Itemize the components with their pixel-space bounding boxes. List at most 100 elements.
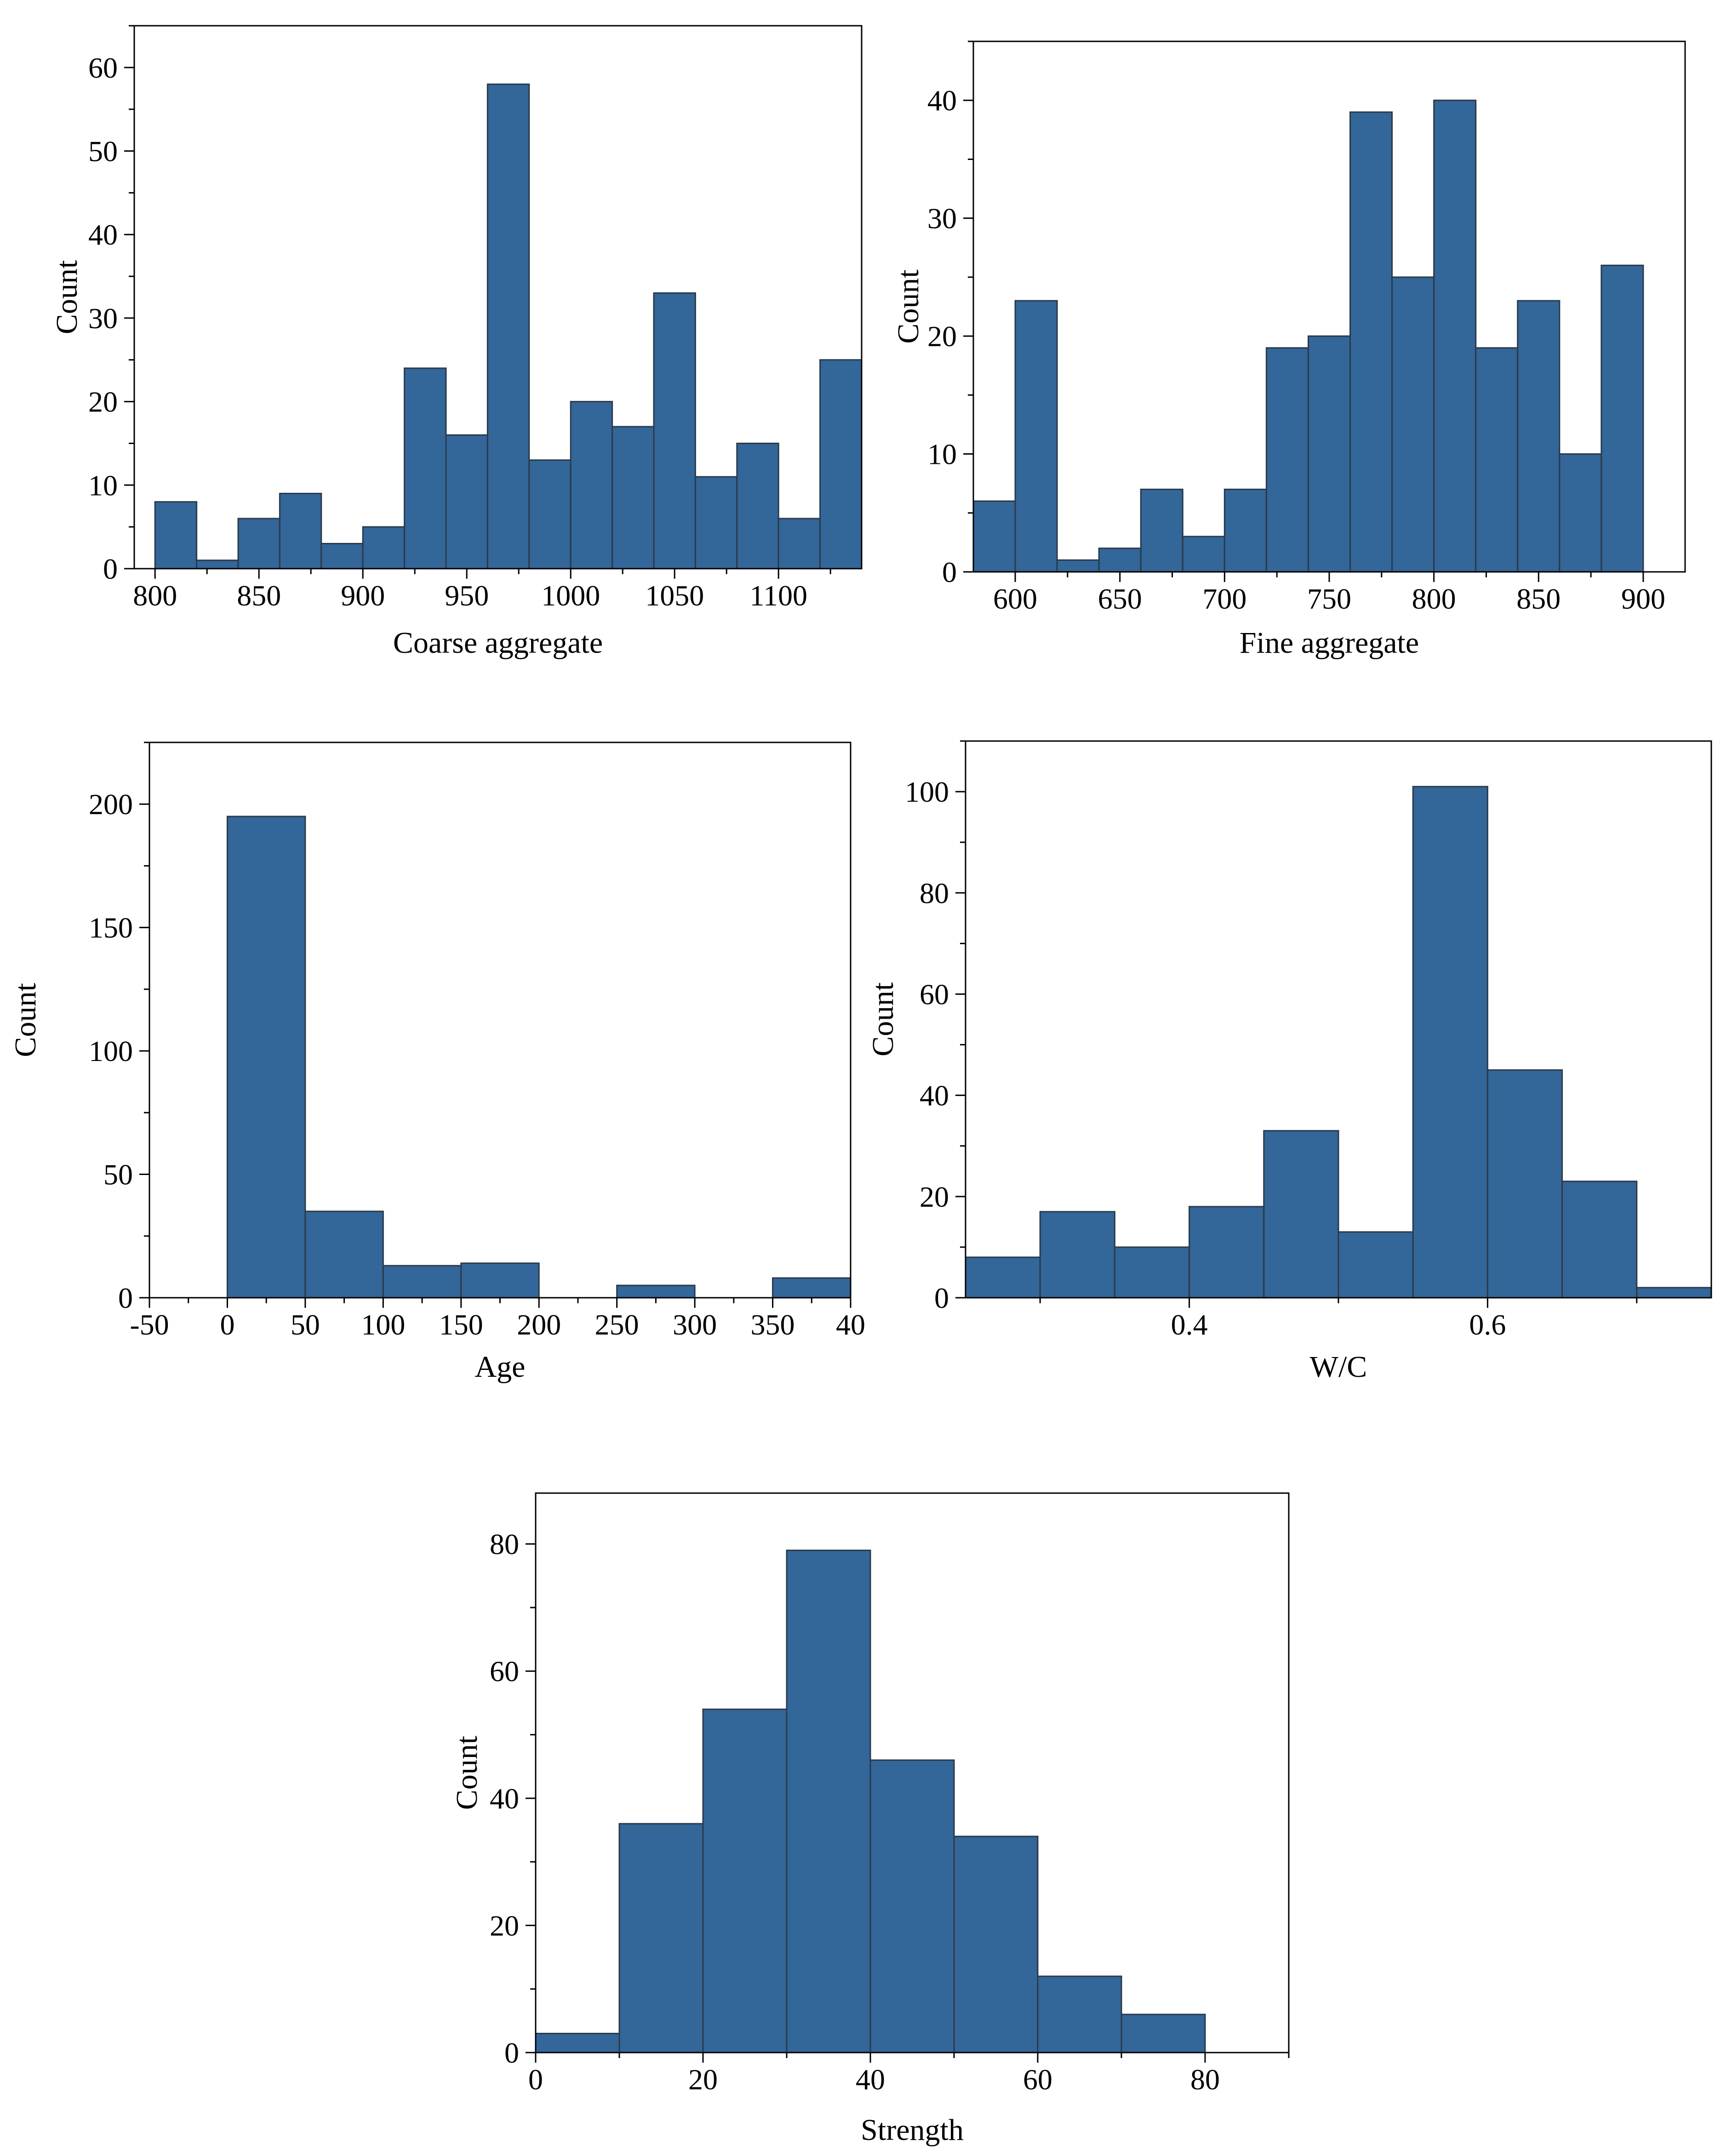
y-tick-label: 30 — [88, 302, 118, 335]
x-axis-label: Fine aggregate — [1240, 626, 1419, 660]
x-tick-label: 1050 — [645, 579, 704, 612]
x-tick-label: 900 — [341, 579, 385, 612]
y-tick-label: 100 — [905, 776, 949, 808]
histogram-bar — [226, 816, 306, 1299]
x-tick-label: 80 — [1190, 2063, 1220, 2096]
y-axis-label: Count — [50, 260, 84, 334]
plot-frame — [133, 25, 863, 570]
histogram-bar — [1039, 1211, 1115, 1299]
y-tick-label: 40 — [920, 1079, 949, 1112]
histogram-bar — [1056, 559, 1100, 573]
y-tick-label: 0 — [118, 1282, 133, 1314]
histogram-bar — [1098, 548, 1142, 573]
x-tick-label: 60 — [1023, 2063, 1052, 2096]
histogram-bar — [1561, 1181, 1638, 1299]
histogram-bar — [965, 1256, 1041, 1299]
y-tick-label: 200 — [89, 788, 133, 821]
histogram-panel-2: 600 650 700 750 800 850 900 0 10 20 30 40 Fine aggre… — [892, 40, 1686, 660]
x-tick-label: 100 — [361, 1308, 405, 1341]
x-tick-label: 40 — [836, 1308, 865, 1341]
x-tick-label: 850 — [1516, 582, 1561, 615]
histogram-bar — [304, 1210, 384, 1299]
histogram-bar — [196, 559, 239, 570]
y-tick-label: 150 — [89, 912, 133, 944]
histogram-bar — [1263, 1130, 1339, 1299]
histogram-panel-1: 800 850 900 950 1000 1050 1100 0 10 20 30 40 50 60 Coa… — [50, 25, 863, 660]
x-axis-label: Age — [475, 1350, 526, 1384]
x-tick-label: 0 — [528, 2063, 543, 2096]
y-tick-label: 40 — [927, 84, 957, 117]
x-tick-label: 700 — [1202, 582, 1246, 615]
y-tick-label: 10 — [88, 469, 118, 502]
x-tick-label: 350 — [751, 1308, 795, 1341]
x-tick-label: 800 — [1412, 582, 1456, 615]
y-tick-label: 20 — [88, 386, 118, 418]
x-tick-label: 950 — [445, 579, 489, 612]
y-tick-label: 20 — [927, 320, 957, 353]
y-tick-label: 0 — [504, 2036, 519, 2069]
y-axis-label: Count — [9, 983, 42, 1057]
y-tick-label: 10 — [927, 438, 957, 471]
histogram-panel-4: 0.4 0.6 0 20 40 60 80 100 W/C Count — [866, 740, 1712, 1384]
histogram-bar — [279, 492, 322, 570]
histogram-bar — [570, 401, 613, 570]
histogram-bar — [382, 1265, 462, 1299]
histogram-bar — [1189, 1206, 1265, 1299]
y-axis-label: Count — [450, 1736, 484, 1810]
histogram-bar — [1014, 300, 1058, 573]
histogram-bar — [612, 426, 655, 570]
histogram-bar — [404, 367, 447, 570]
histogram-bar — [1338, 1231, 1414, 1299]
x-tick-label: 0 — [220, 1308, 234, 1341]
y-tick-label: 80 — [490, 1528, 519, 1561]
x-axis-label: Strength — [861, 2113, 964, 2147]
x-tick-label: 50 — [291, 1308, 320, 1341]
y-tick-label: 50 — [88, 135, 118, 168]
x-tick-label: 250 — [595, 1308, 639, 1341]
y-tick-label: 50 — [103, 1158, 133, 1191]
histogram-bar — [1265, 347, 1309, 573]
histogram-bar — [953, 1836, 1039, 2053]
x-tick-label: 900 — [1621, 582, 1665, 615]
histogram-bar — [1182, 536, 1225, 573]
histogram-bar — [702, 1708, 788, 2053]
x-tick-label: -50 — [130, 1308, 169, 1341]
x-tick-label: 200 — [517, 1308, 561, 1341]
y-tick-label: 0 — [934, 1282, 949, 1314]
y-tick-label: 30 — [927, 202, 957, 235]
histogram-bar — [1140, 488, 1183, 573]
histogram-bar — [736, 442, 779, 570]
histogram-bar — [972, 500, 1016, 573]
y-axis-label: Count — [866, 982, 900, 1056]
histogram-bar — [486, 83, 530, 570]
histogram-bar — [154, 501, 198, 570]
histogram-bar — [445, 434, 488, 570]
histogram-bar — [1114, 1246, 1190, 1299]
histogram-bar — [772, 1277, 852, 1299]
y-tick-label: 60 — [920, 978, 949, 1010]
histogram-bar — [618, 1823, 704, 2053]
histogram-bar — [819, 359, 863, 570]
histogram-bar — [1223, 488, 1267, 573]
x-tick-label: 1000 — [541, 579, 600, 612]
x-tick-label: 850 — [237, 579, 281, 612]
y-tick-label: 20 — [490, 1909, 519, 1942]
y-tick-label: 60 — [88, 51, 118, 84]
x-axis-label: W/C — [1310, 1350, 1367, 1384]
histogram-bar — [528, 459, 572, 570]
histogram-bar — [869, 1759, 955, 2053]
x-tick-label: 20 — [688, 2063, 718, 2096]
histogram-bar — [1307, 335, 1351, 573]
y-tick-label: 80 — [920, 877, 949, 909]
histogram-bar — [320, 542, 364, 570]
histogram-bar — [535, 2033, 620, 2053]
x-tick-label: 750 — [1307, 582, 1351, 615]
histogram-bar — [237, 518, 280, 570]
x-tick-label: 300 — [673, 1308, 717, 1341]
x-tick-label: 1100 — [749, 579, 807, 612]
x-tick-label: 0.4 — [1171, 1308, 1208, 1341]
y-tick-label: 40 — [490, 1782, 519, 1815]
histogram-bar — [1391, 276, 1435, 573]
y-tick-label: 100 — [89, 1035, 133, 1067]
